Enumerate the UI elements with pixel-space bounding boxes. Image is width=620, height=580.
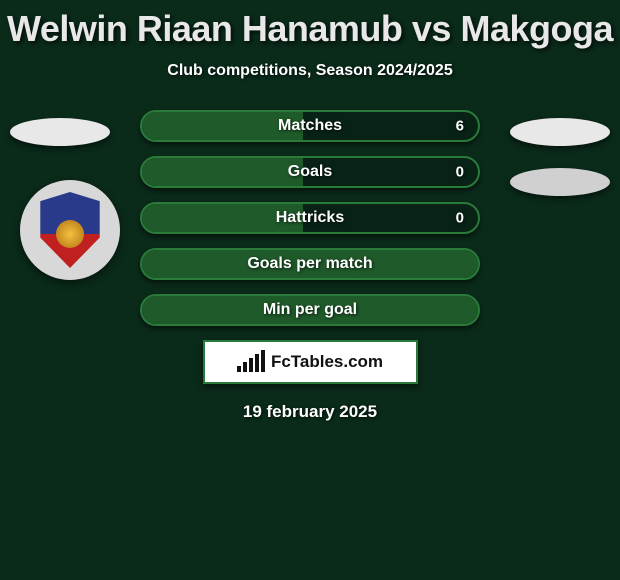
player1-name: Welwin Riaan Hanamub — [7, 8, 402, 49]
right-player-oval-2 — [510, 168, 610, 196]
stat-value: 6 — [456, 118, 464, 135]
subtitle: Club competitions, Season 2024/2025 — [0, 62, 620, 80]
stats-arena: Matches6Goals0Hattricks0Goals per matchM… — [0, 110, 620, 422]
brand-text: FcTables.com — [271, 352, 383, 372]
left-player-oval — [10, 118, 110, 146]
stat-row: Min per goal — [140, 294, 480, 326]
stat-row: Hattricks0 — [140, 202, 480, 234]
vs-text: vs — [412, 8, 451, 49]
brand-bar — [249, 358, 253, 372]
brand-box[interactable]: FcTables.com — [203, 340, 418, 384]
stat-value: 0 — [456, 164, 464, 181]
stat-rows: Matches6Goals0Hattricks0Goals per matchM… — [140, 110, 480, 326]
brand-bar — [255, 354, 259, 372]
stat-row: Matches6 — [140, 110, 480, 142]
brand-bars-icon — [237, 352, 265, 372]
club-shield-icon — [37, 192, 103, 268]
brand-bar — [237, 366, 241, 372]
brand-bar — [243, 362, 247, 372]
stat-label: Goals per match — [142, 255, 478, 273]
date-text: 19 february 2025 — [0, 402, 620, 422]
right-player-oval — [510, 118, 610, 146]
stat-label: Min per goal — [142, 301, 478, 319]
stat-label: Matches — [142, 117, 478, 135]
stat-label: Goals — [142, 163, 478, 181]
stat-label: Hattricks — [142, 209, 478, 227]
player2-name: Makgoga — [460, 8, 613, 49]
stat-row: Goals per match — [140, 248, 480, 280]
stat-row: Goals0 — [140, 156, 480, 188]
brand-bar — [261, 350, 265, 372]
stat-value: 0 — [456, 210, 464, 227]
club-badge — [20, 180, 120, 280]
comparison-title: Welwin Riaan Hanamub vs Makgoga — [0, 0, 620, 50]
